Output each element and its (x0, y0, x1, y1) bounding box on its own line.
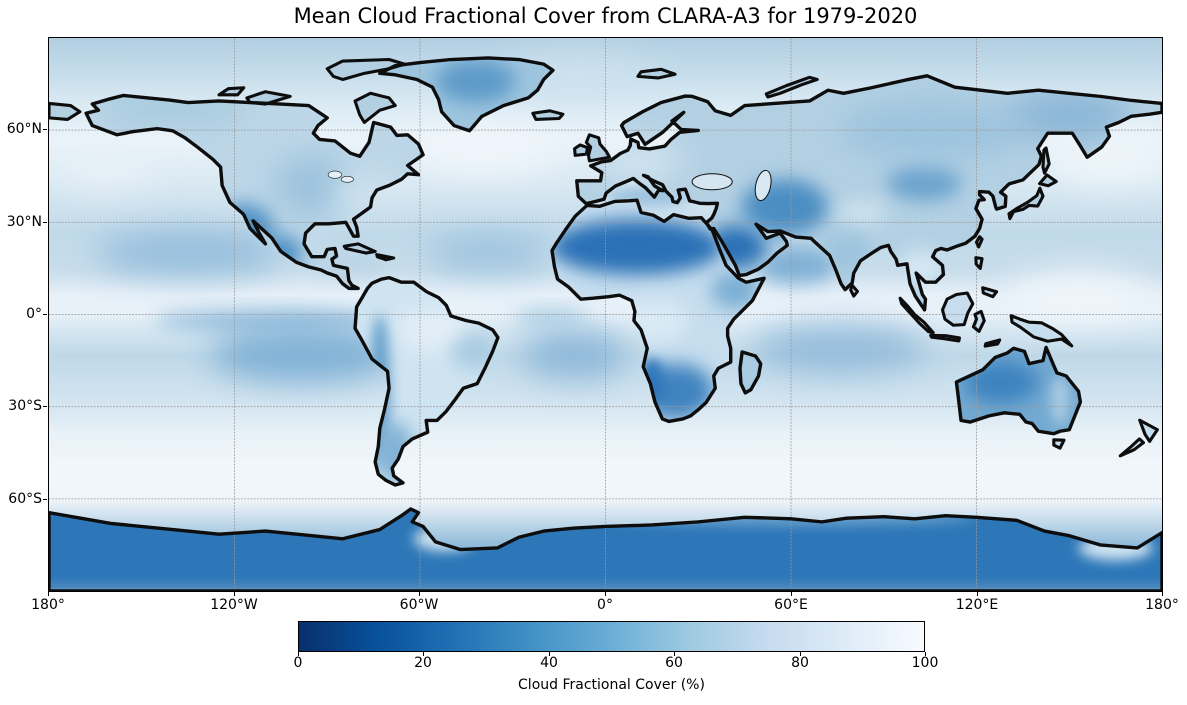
ocean-cloud-shading (58, 50, 1162, 383)
y-tick-label: 60°S (8, 491, 42, 507)
y-tick-label: 30°S (8, 398, 42, 414)
x-tick-label: 180° (1145, 597, 1179, 613)
colorbar-tick-label: 80 (791, 655, 809, 671)
colorbar-tick-label: 100 (911, 655, 939, 671)
colorbar-tick-0 (298, 652, 299, 656)
chart-title: Mean Cloud Fractional Cover from CLARA-A… (293, 4, 918, 28)
africa (552, 200, 765, 422)
y-tick-label: 30°N (6, 214, 42, 230)
x-tick-label: 60°W (399, 597, 439, 613)
colorbar-tick-60 (674, 652, 675, 656)
colorbar-tick-label: 40 (540, 655, 558, 671)
great-lakes-west (328, 171, 342, 178)
x-tick-label: 60°E (774, 597, 808, 613)
x-tick-60w (419, 592, 420, 596)
x-tick-label: 120°W (210, 597, 258, 613)
colorbar-tick-40 (549, 652, 550, 656)
x-tick-label: 120°E (955, 597, 999, 613)
colorbar-axis-label: Cloud Fractional Cover (%) (518, 677, 705, 693)
world-map (49, 38, 1162, 591)
x-tick-180w (48, 592, 49, 596)
x-tick-label: 180° (31, 597, 65, 613)
x-tick-label: 0° (597, 597, 613, 613)
colorbar-gradient (298, 621, 925, 652)
x-tick-120w (234, 592, 235, 596)
colorbar-tick-label: 60 (665, 655, 683, 671)
great-lakes-east (341, 176, 353, 182)
x-tick-0 (605, 592, 606, 596)
black-sea (692, 174, 732, 190)
y-tick-label: 0° (26, 306, 42, 322)
y-tick-label: 60°N (6, 121, 42, 137)
lakes (328, 169, 773, 202)
y-tick-60n (43, 129, 47, 130)
y-tick-30s (43, 406, 47, 407)
y-tick-0 (43, 314, 47, 315)
colorbar-tick-20 (423, 652, 424, 656)
caspian-sea (753, 169, 774, 202)
greenland (379, 57, 553, 131)
y-tick-30n (43, 222, 47, 223)
colorbar-tick-label: 0 (293, 655, 303, 671)
x-tick-60e (791, 592, 792, 596)
colorbar-tick-label: 20 (414, 655, 432, 671)
plot-area (48, 37, 1163, 592)
x-tick-180e (1162, 592, 1163, 596)
x-tick-120e (977, 592, 978, 596)
colorbar-tick-100 (925, 652, 926, 656)
y-tick-60s (43, 499, 47, 500)
colorbar-tick-80 (800, 652, 801, 656)
